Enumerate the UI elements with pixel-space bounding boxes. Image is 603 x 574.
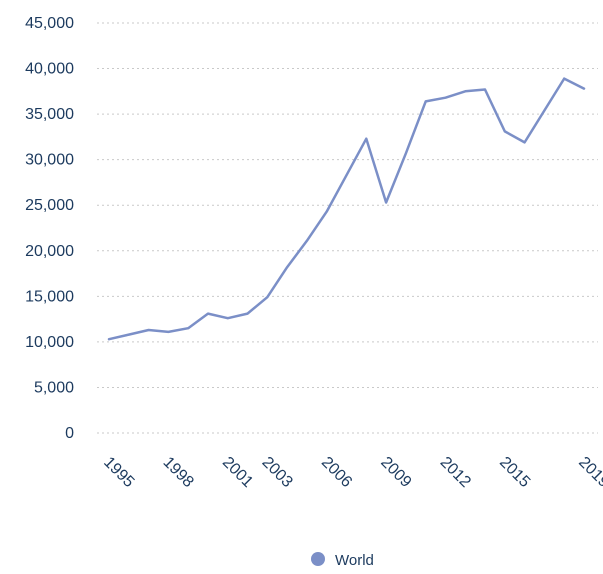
y-tick-label: 0 <box>65 425 74 442</box>
x-tick-label: 2003 <box>259 454 296 491</box>
series-layer <box>107 77 586 341</box>
x-tick-label: 2006 <box>318 454 355 491</box>
x-tick-label: 2012 <box>437 454 474 491</box>
series-line-world[interactable] <box>107 77 586 341</box>
x-tick-label: 2009 <box>377 454 414 491</box>
y-tick-label: 40,000 <box>25 61 74 78</box>
y-tick-label: 30,000 <box>25 152 74 169</box>
x-tick-label: 1995 <box>100 454 137 491</box>
y-tick-label: 20,000 <box>25 243 74 260</box>
x-tick-label: 2015 <box>496 454 533 491</box>
y-axis-ticks: 0 5,000 10,000 15,000 20,000 25,000 30,000 35,0… <box>25 15 74 442</box>
y-tick-label: 35,000 <box>25 106 74 123</box>
x-tick-label: 2001 <box>219 454 256 491</box>
legend-label-world: World <box>335 552 374 569</box>
y-tick-label: 25,000 <box>25 197 74 214</box>
y-tick-label: 10,000 <box>25 334 74 351</box>
grid-lines <box>97 22 598 434</box>
legend-marker-world <box>311 552 325 566</box>
x-axis-ticks: 1995 1998 2001 2003 2006 2009 2012 2015 2019 <box>100 454 603 491</box>
x-tick-label: 2019 <box>575 454 603 491</box>
y-tick-label: 45,000 <box>25 15 74 32</box>
y-tick-label: 5,000 <box>34 379 74 396</box>
y-tick-label: 15,000 <box>25 288 74 305</box>
legend[interactable]: World <box>311 552 374 569</box>
x-tick-label: 1998 <box>160 454 197 491</box>
